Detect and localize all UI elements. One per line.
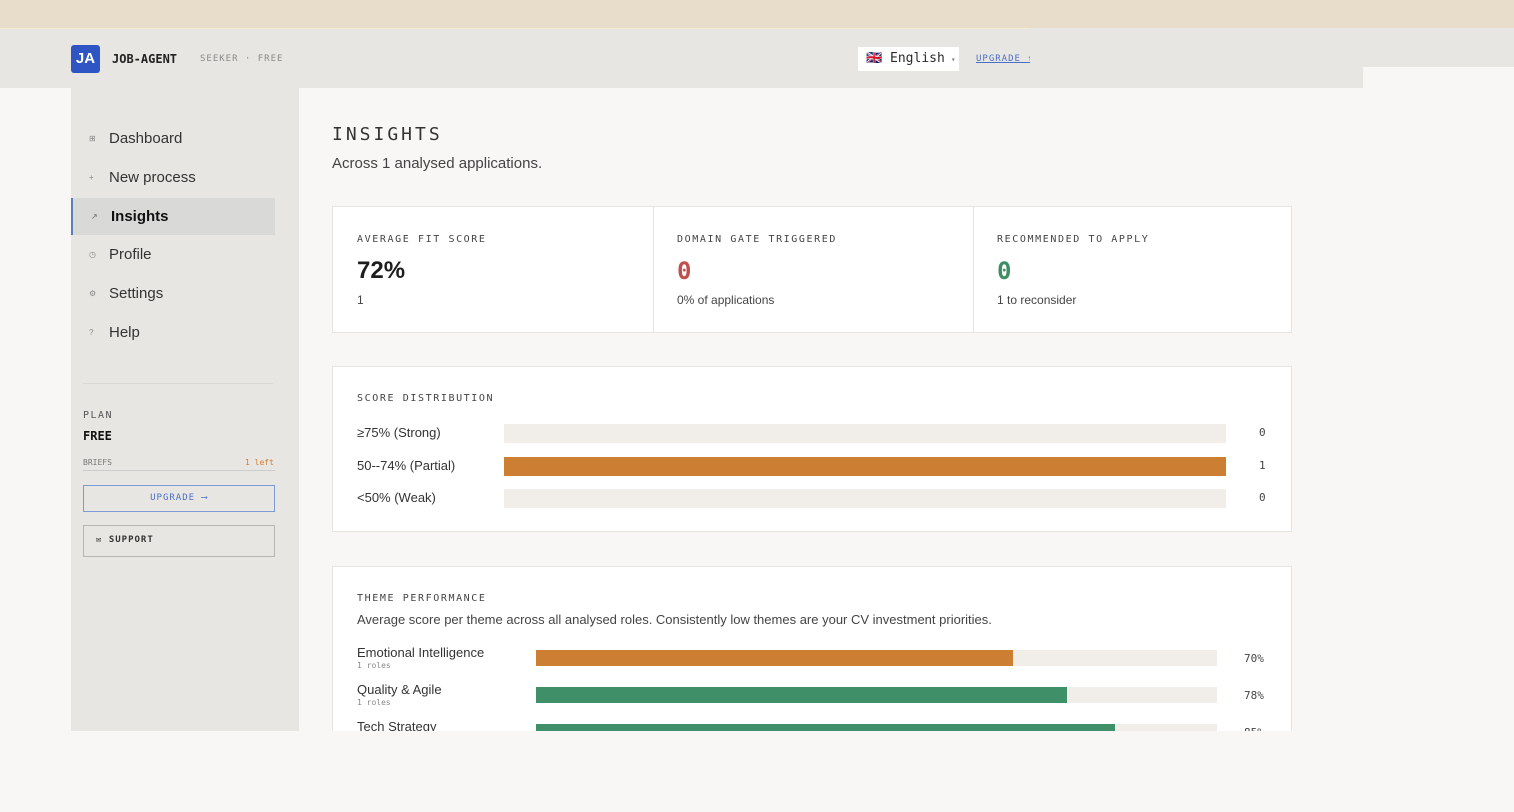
stat-label: AVERAGE FIT SCORE — [357, 234, 487, 245]
stats-card: AVERAGE FIT SCORE 72% 1 DOMAIN GATE TRIGGER… — [332, 206, 1292, 333]
card-title: THEME PERFORMANCE — [357, 593, 487, 604]
top-band — [0, 0, 1514, 28]
theme-label: Quality & Agile — [357, 682, 442, 697]
nav-label: New process — [109, 168, 196, 186]
card-title: SCORE DISTRIBUTION — [357, 393, 495, 404]
page-subtitle: Across 1 analysed applications. — [332, 155, 543, 172]
bar — [536, 724, 1115, 731]
nav-icon: ⚙ — [89, 289, 97, 299]
stat-value: 72% — [357, 257, 406, 284]
nav-label: Help — [109, 324, 140, 341]
nav-icon: ⊞ — [89, 134, 96, 143]
nav-item[interactable]: ↗ Insights — [71, 197, 275, 235]
briefs-track — [83, 470, 275, 471]
body: ⊞ Dashboard + New process ↗ Insights ◷ Profile ⚙… — [0, 88, 1363, 731]
stat-label: DOMAIN GATE TRIGGERED — [677, 234, 838, 245]
support-button[interactable]: ✉ SUPPORT — [83, 525, 275, 557]
logo[interactable]: JA — [71, 45, 100, 73]
divider — [973, 207, 974, 332]
distribution-card: SCORE DISTRIBUTION ≥75% (Strong) 0 50--74%… — [332, 366, 1292, 532]
nav-item[interactable]: ⊞ Dashboard — [71, 120, 275, 157]
stat-note: 1 — [357, 293, 364, 307]
main: INSIGHTS Across 1 analysed applications.… — [299, 88, 1363, 731]
upgrade-button[interactable]: UPGRADE ⟶ — [83, 485, 275, 512]
theme-roles: 1 roles — [357, 661, 391, 670]
themes-card: THEME PERFORMANCE Average score per them… — [332, 566, 1292, 731]
row-label: 50--74% (Partial) — [357, 457, 456, 473]
bar-track — [504, 424, 1226, 443]
row-label: <50% (Weak) — [357, 490, 436, 505]
briefs-label: BRIEFS — [83, 458, 112, 467]
plan-label: PLAN — [83, 410, 114, 421]
bar-track — [504, 489, 1226, 508]
nav-icon: ↗ — [91, 211, 98, 221]
nav-item[interactable]: + New process — [71, 159, 275, 196]
stat-note: 1 to reconsider — [997, 293, 1077, 307]
nav-label: Insights — [111, 207, 169, 225]
count: 0 — [1259, 491, 1266, 504]
bar — [536, 687, 1068, 703]
plan-name: FREE — [83, 429, 112, 443]
count: 0 — [1259, 426, 1266, 439]
brand: JOB-AGENT — [112, 52, 178, 66]
theme-score: 85% — [1244, 726, 1264, 731]
language-select[interactable]: 🇬🇧 English — [858, 47, 959, 71]
nav-label: Profile — [109, 246, 152, 264]
briefs-left: 1 left — [245, 458, 274, 467]
stat-note: 0% of applications — [677, 293, 775, 307]
theme-score: 70% — [1244, 652, 1264, 665]
count: 1 — [1259, 458, 1266, 472]
header-overlay — [1030, 28, 1514, 67]
divider — [83, 383, 273, 384]
theme-label: Emotional Intelligence — [357, 645, 485, 660]
nav-label: Settings — [109, 285, 164, 303]
stat-value: 0 — [997, 257, 1012, 285]
bar — [504, 456, 1226, 476]
theme-roles: 1 roles — [357, 698, 391, 707]
row-label: ≥75% (Strong) — [357, 425, 441, 440]
nav-icon: + — [89, 172, 94, 182]
theme-label: Tech Strategy — [357, 719, 437, 731]
upgrade-link[interactable]: UPGRADE ↑ — [976, 54, 1030, 64]
theme-score: 78% — [1244, 689, 1264, 702]
tier: SEEKER · FREE — [200, 54, 284, 64]
nav-icon: ◷ — [89, 250, 96, 260]
stat-value: 0 — [677, 257, 692, 285]
bar — [536, 650, 1013, 666]
nav-label: Dashboard — [109, 130, 183, 147]
sidebar: ⊞ Dashboard + New process ↗ Insights ◷ Profile ⚙… — [71, 88, 299, 731]
card-description: Average score per theme across all analy… — [357, 612, 992, 627]
page-title: INSIGHTS — [332, 124, 443, 145]
nav-icon: ? — [89, 328, 94, 337]
nav-item[interactable]: ⚙ Settings — [71, 275, 275, 312]
nav-item[interactable]: ◷ Profile — [71, 236, 275, 273]
divider — [653, 207, 654, 332]
nav-item[interactable]: ? Help — [71, 314, 275, 351]
stat-label: RECOMMENDED TO APPLY — [997, 234, 1150, 245]
